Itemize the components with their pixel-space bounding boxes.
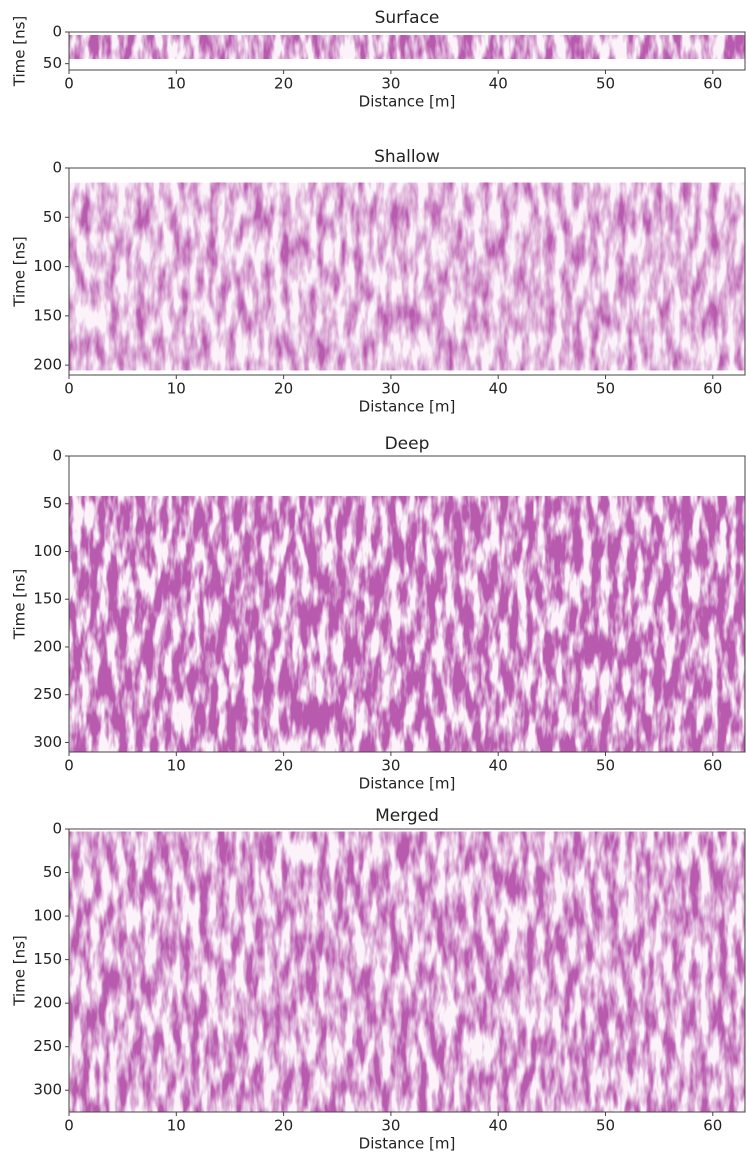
x-tick-label: 50 (596, 757, 615, 775)
y-tick-label: 0 (52, 447, 62, 465)
x-tick-label: 20 (274, 380, 293, 398)
y-tick-label: 150 (33, 950, 62, 968)
y-tick-label: 200 (33, 356, 62, 374)
plot-frame (68, 31, 746, 71)
y-tick-label: 50 (43, 208, 62, 226)
plot-frame (68, 828, 746, 1113)
x-tick-label: 40 (489, 757, 508, 775)
x-tick-label: 20 (274, 757, 293, 775)
y-axis-label: Time [ns] (11, 16, 29, 88)
y-tick-label: 50 (43, 54, 62, 72)
y-tick-label: 0 (52, 820, 62, 838)
x-tick-label: 40 (489, 75, 508, 93)
chart-title: Shallow (374, 147, 440, 167)
x-tick-label: 60 (703, 1117, 722, 1135)
chart-title: Surface (375, 8, 440, 28)
x-tick-label: 50 (596, 380, 615, 398)
x-axis-label: Distance [m] (359, 93, 456, 111)
y-axis-label: Time [ns] (11, 569, 29, 641)
radargram-texture (69, 496, 745, 752)
x-tick-label: 40 (489, 380, 508, 398)
y-axis-label: Time [ns] (11, 935, 29, 1007)
y-tick-label: 0 (52, 23, 62, 41)
x-tick-label: 40 (489, 1117, 508, 1135)
y-tick-label: 100 (33, 257, 62, 275)
x-axis-label: Distance [m] (359, 1135, 456, 1153)
x-axis-label: Distance [m] (359, 775, 456, 793)
y-tick-label: 150 (33, 590, 62, 608)
radargram-texture (69, 182, 745, 371)
y-tick-label: 100 (33, 542, 62, 560)
y-tick-label: 300 (33, 1081, 62, 1099)
x-tick-label: 0 (64, 1117, 74, 1135)
y-tick-label: 0 (52, 159, 62, 177)
plot-frame (68, 167, 746, 376)
y-axis-label: Time [ns] (11, 236, 29, 308)
x-tick-label: 30 (381, 380, 400, 398)
x-axis-label: Distance [m] (359, 398, 456, 416)
x-tick-label: 60 (703, 757, 722, 775)
x-tick-label: 50 (596, 75, 615, 93)
y-tick-label: 100 (33, 907, 62, 925)
y-tick-label: 200 (33, 637, 62, 655)
x-tick-label: 0 (64, 380, 74, 398)
x-tick-label: 30 (381, 75, 400, 93)
y-tick-label: 250 (33, 685, 62, 703)
x-tick-label: 0 (64, 75, 74, 93)
y-tick-label: 250 (33, 1037, 62, 1055)
x-tick-label: 50 (596, 1117, 615, 1135)
x-tick-label: 20 (274, 1117, 293, 1135)
y-tick-label: 50 (43, 494, 62, 512)
x-tick-label: 10 (167, 380, 186, 398)
x-tick-label: 10 (167, 1117, 186, 1135)
x-tick-label: 30 (381, 1117, 400, 1135)
x-tick-label: 10 (167, 75, 186, 93)
x-tick-label: 0 (64, 757, 74, 775)
y-tick-label: 300 (33, 733, 62, 751)
radargram-texture (69, 35, 745, 59)
y-tick-label: 150 (33, 306, 62, 324)
x-tick-label: 10 (167, 757, 186, 775)
x-tick-label: 30 (381, 757, 400, 775)
x-tick-label: 60 (703, 75, 722, 93)
x-tick-label: 60 (703, 380, 722, 398)
y-tick-label: 200 (33, 994, 62, 1012)
radargram-texture (69, 831, 745, 1112)
chart-title: Deep (385, 434, 430, 454)
plot-frame (68, 455, 746, 753)
y-tick-label: 50 (43, 863, 62, 881)
x-tick-label: 20 (274, 75, 293, 93)
chart-title: Merged (375, 806, 439, 826)
